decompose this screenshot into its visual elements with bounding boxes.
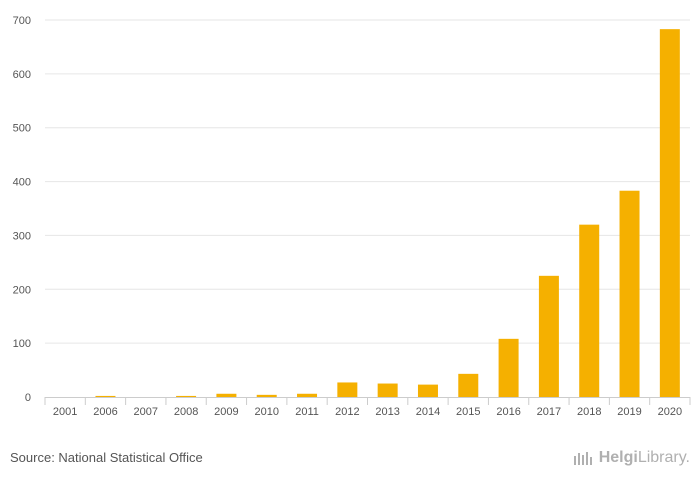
x-axis-ticks: 2001 2006 2007 2008 2009 2010 2011 2012 2013 2014… — [53, 406, 682, 418]
x-tick-label: 2008 — [174, 406, 198, 418]
bar-2015 — [458, 373, 479, 397]
bar-2020 — [659, 29, 680, 398]
x-tick-label: 2020 — [658, 406, 682, 418]
y-tick-label: 400 — [13, 177, 31, 189]
x-axis — [44, 397, 691, 405]
bar-2011 — [297, 393, 318, 397]
x-tick-label: 2009 — [214, 406, 238, 418]
library-icon — [573, 452, 592, 465]
x-tick-label: 2014 — [416, 406, 440, 418]
x-tick-label: 2006 — [93, 406, 117, 418]
bar-2013 — [377, 383, 398, 397]
x-tick-label: 2007 — [134, 406, 158, 418]
y-tick-label: 0 — [25, 392, 31, 404]
helgi-library-logo: HelgiLibrary. — [573, 449, 690, 467]
brand-name-light: Library. — [637, 449, 690, 466]
bar-2017 — [538, 275, 559, 397]
x-tick-label: 2015 — [456, 406, 480, 418]
bar-2006 — [95, 395, 116, 397]
brand-name-bold: Helgi — [598, 449, 638, 466]
y-tick-label: 200 — [13, 284, 31, 296]
bar-2016 — [498, 338, 519, 397]
x-tick-label: 2017 — [537, 406, 561, 418]
x-tick-label: 2012 — [335, 406, 359, 418]
x-tick-label: 2019 — [617, 406, 641, 418]
bar-2008 — [176, 395, 197, 397]
x-tick-label: 2013 — [375, 406, 399, 418]
bar-2014 — [417, 384, 438, 397]
bar-2010 — [256, 394, 277, 397]
bar-2019 — [619, 190, 640, 397]
x-tick-label: 2011 — [295, 406, 319, 418]
y-tick-label: 600 — [13, 69, 31, 81]
x-tick-label: 2016 — [496, 406, 520, 418]
x-tick-label: 2018 — [577, 406, 601, 418]
y-tick-label: 700 — [13, 15, 31, 27]
bar-2009 — [216, 393, 237, 397]
y-axis-ticks: 0 100 200 300 400 500 600 700 — [13, 15, 31, 404]
bar-2012 — [337, 382, 358, 397]
bars — [95, 29, 680, 398]
y-tick-label: 500 — [13, 123, 31, 135]
gridlines — [45, 19, 690, 344]
y-tick-label: 300 — [13, 230, 31, 242]
x-tick-label: 2010 — [254, 406, 278, 418]
y-tick-label: 100 — [13, 338, 31, 350]
bar-2018 — [579, 224, 600, 397]
source-note: Source: National Statistical Office — [10, 450, 203, 465]
x-tick-label: 2001 — [53, 406, 77, 418]
